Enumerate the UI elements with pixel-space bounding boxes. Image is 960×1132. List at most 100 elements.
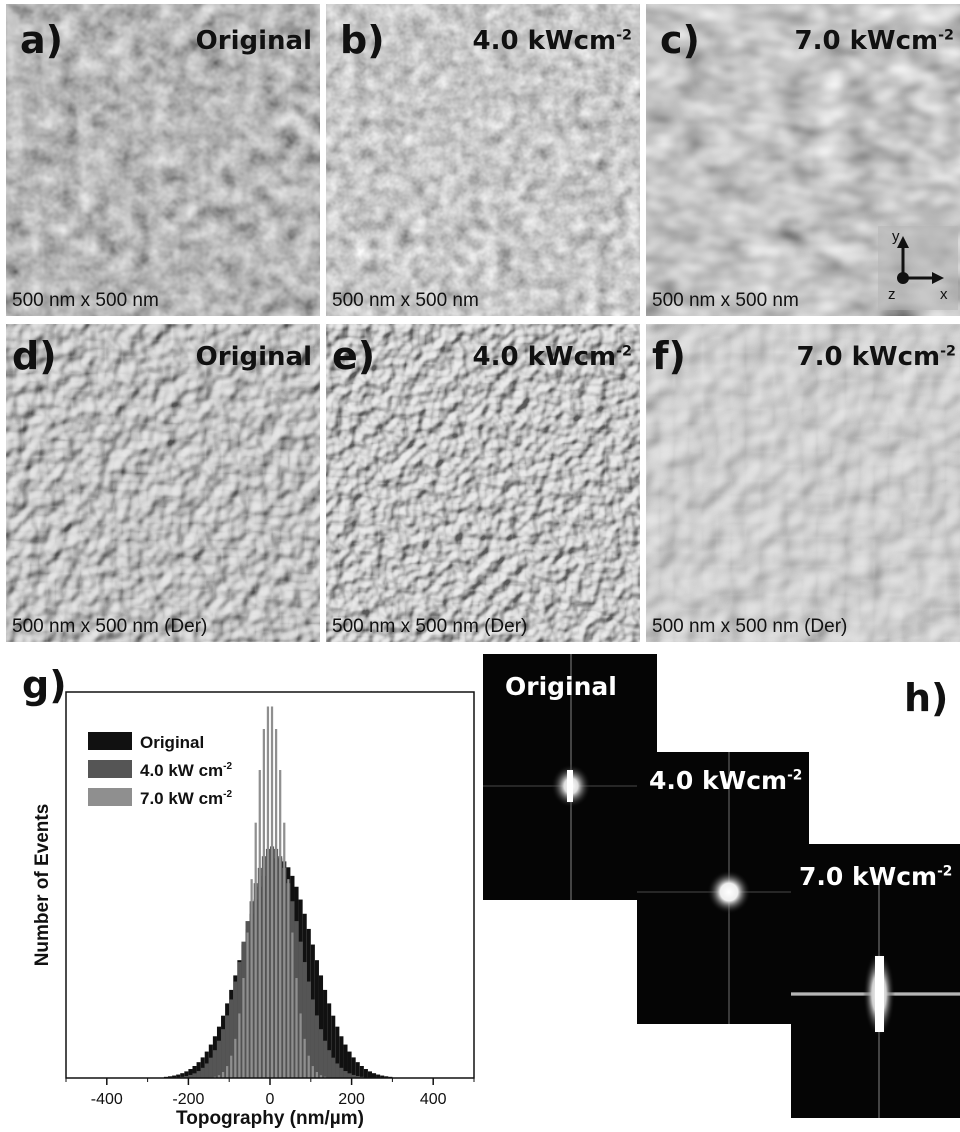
histogram-bar xyxy=(283,822,286,1078)
histogram-bar xyxy=(196,1071,201,1078)
legend: Original 4.0 kW cm-2 7.0 kW cm-2 xyxy=(88,732,232,808)
histogram-bar xyxy=(192,1065,197,1078)
histogram-bar xyxy=(343,1044,348,1078)
x-tick-label: 400 xyxy=(420,1091,447,1108)
legend-label-original: Original xyxy=(140,733,204,752)
scale-label: 500 nm x 500 nm xyxy=(12,290,159,311)
histogram-bar xyxy=(380,1075,385,1078)
panel-title: 7.0 kWcm-2 xyxy=(794,26,954,56)
scale-label: 500 nm x 500 nm (Der) xyxy=(332,616,528,637)
histogram-bar xyxy=(168,1076,173,1078)
scale-label: 500 nm x 500 nm xyxy=(332,290,479,311)
histogram-bar xyxy=(335,1063,340,1078)
panel-title: 4.0 kWcm-2 xyxy=(472,26,632,56)
histogram-bar xyxy=(242,978,245,1078)
afm-topography-image xyxy=(326,4,640,316)
histogram-bar xyxy=(212,1050,217,1078)
histogram-bar xyxy=(172,1075,177,1078)
fft-image-7kw: 7.0 kWcm-2 xyxy=(791,844,960,1118)
histogram-bar xyxy=(196,1062,201,1078)
afm-derivative-image xyxy=(6,324,320,642)
histogram-bar xyxy=(331,1015,336,1078)
fft-spectrum xyxy=(791,884,960,1118)
histogram-bar xyxy=(262,729,265,1078)
afm-topography-image xyxy=(6,4,320,316)
histogram-bar xyxy=(238,1013,241,1078)
histogram-bar xyxy=(315,1071,319,1078)
histogram-bar xyxy=(208,1057,213,1078)
histogram-bar xyxy=(347,1073,352,1078)
afm-panel-e: e) 4.0 kWcm-2 500 nm x 500 nm (Der) xyxy=(326,324,640,642)
x-tick-label: -400 xyxy=(91,1091,123,1108)
panel-label: g) xyxy=(22,663,67,707)
histogram-bar xyxy=(188,1069,193,1078)
legend-label-4kw: 4.0 kW cm-2 xyxy=(140,761,232,780)
x-tick-label: -200 xyxy=(172,1091,204,1108)
histogram-bar xyxy=(355,1076,360,1078)
histogram-bar xyxy=(266,706,270,1078)
histogram-bar xyxy=(192,1073,197,1078)
histogram-bar xyxy=(176,1074,181,1078)
histogram-bar xyxy=(254,822,257,1078)
histogram-bar xyxy=(310,999,315,1078)
histogram-bar xyxy=(291,932,294,1078)
legend-swatch-7kw xyxy=(88,788,132,806)
histogram-bar xyxy=(323,1040,328,1078)
histogram-bar xyxy=(200,1057,205,1078)
histogram-bar xyxy=(335,1026,340,1078)
histogram-bar xyxy=(230,1055,233,1078)
x-axis-label: Topography (nm/µm) xyxy=(176,1108,364,1129)
afm-panel-d: d) Original 500 nm x 500 nm (Der) xyxy=(6,324,320,642)
x-tick-label: 0 xyxy=(266,1091,275,1108)
panel-title: Original xyxy=(195,26,312,56)
histogram-bar xyxy=(298,941,303,1078)
histogram-chart: g) -400 -200 0 200 400 Topography (nm/µm) Nu… xyxy=(22,663,475,1129)
x-axis-ticks: -400 -200 0 200 400 xyxy=(65,1078,475,1108)
histogram-bar xyxy=(217,1075,221,1078)
histogram-bar xyxy=(302,962,307,1078)
histogram-bar xyxy=(327,1050,332,1078)
fft-image-original: Original xyxy=(483,654,657,900)
histogram-bar xyxy=(372,1073,377,1078)
panel-label: d) xyxy=(12,334,57,378)
histogram-bar xyxy=(225,1015,230,1078)
histogram-bar xyxy=(363,1069,368,1078)
histogram-bar xyxy=(339,1067,344,1078)
fft-panel-label: h) xyxy=(904,676,949,720)
histogram-bar xyxy=(229,999,234,1078)
histogram-bar xyxy=(184,1071,189,1078)
histogram-bar xyxy=(376,1074,381,1078)
histogram-bar xyxy=(287,879,290,1078)
histogram-bar xyxy=(270,706,274,1078)
scale-label: 500 nm x 500 nm (Der) xyxy=(652,616,848,637)
histogram-bar xyxy=(279,770,282,1078)
histogram-bar xyxy=(355,1062,360,1078)
panel-label: e) xyxy=(332,334,376,378)
afm-derivative-image xyxy=(646,324,960,642)
histogram-bar xyxy=(234,1038,237,1078)
panel-title: 7.0 kWcm-2 xyxy=(796,342,956,372)
histogram-bar xyxy=(204,1063,209,1078)
histogram-bar xyxy=(311,1066,314,1078)
histogram-bar xyxy=(250,879,253,1078)
scale-label: 500 nm x 500 nm xyxy=(652,290,799,311)
legend-swatch-original xyxy=(88,732,132,750)
x-tick-label: 200 xyxy=(338,1091,365,1108)
histogram-bar xyxy=(216,1040,222,1078)
legend-label-7kw: 7.0 kW cm-2 xyxy=(140,789,232,808)
histogram-bar xyxy=(327,1003,332,1078)
histogram-bar xyxy=(246,932,249,1078)
panel-title: 4.0 kWcm-2 xyxy=(472,342,632,372)
y-axis-label: Number of Events xyxy=(32,804,53,967)
axes-arrows-icon xyxy=(897,236,944,284)
histogram-bar xyxy=(226,1066,229,1078)
histogram-bar xyxy=(339,1036,344,1078)
histogram-bar xyxy=(188,1074,193,1078)
histogram-bar xyxy=(384,1076,389,1078)
histogram-bar xyxy=(367,1071,372,1078)
histogram-bar xyxy=(180,1073,185,1078)
fft-image-4kw: 4.0 kWcm-2 xyxy=(637,752,809,1024)
afm-panel-c: c) 7.0 kWcm-2 500 nm x 500 nm y x z xyxy=(646,4,960,316)
afm-panel-b: b) 4.0 kWcm-2 500 nm x 500 nm xyxy=(326,4,640,316)
histogram-bar xyxy=(221,1029,226,1078)
